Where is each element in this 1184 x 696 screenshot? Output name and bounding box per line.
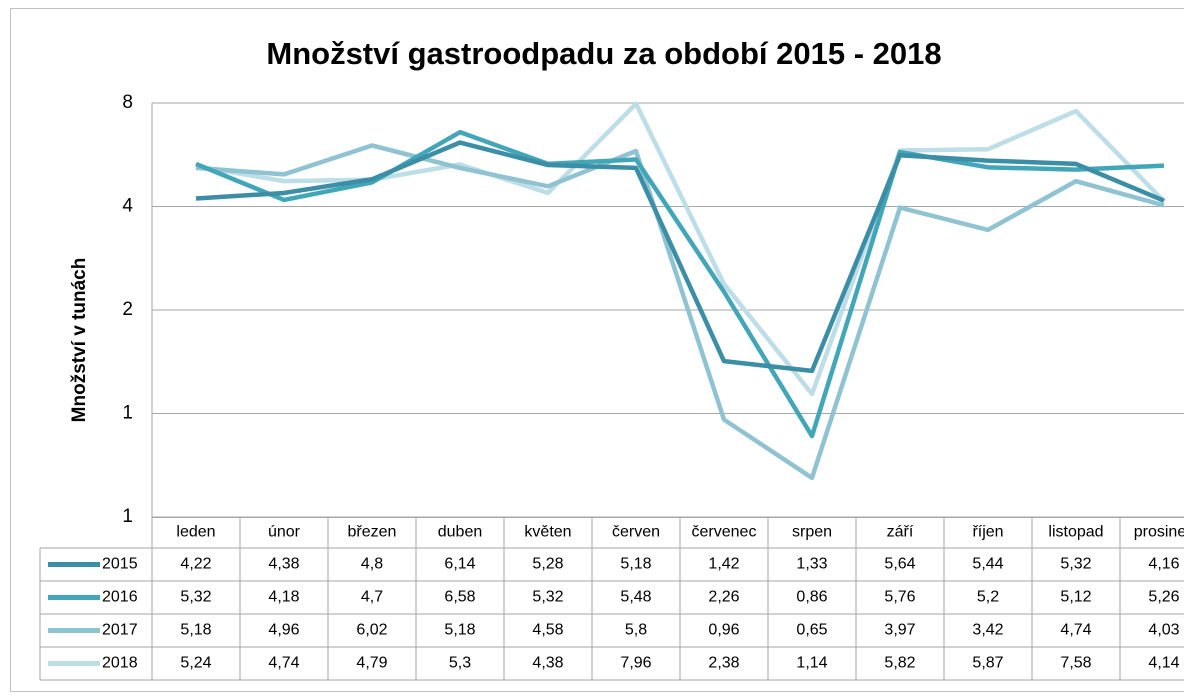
- table-value: 5,2: [977, 589, 999, 606]
- x-tick-label: listopad: [1048, 524, 1103, 541]
- table-value: 5,3: [449, 655, 471, 672]
- table-value: 1,42: [708, 556, 739, 573]
- y-tick-label: 1: [122, 403, 133, 424]
- y-tick-label: 1: [122, 506, 133, 527]
- x-tick-label: červen: [612, 524, 660, 541]
- table-value: 5,32: [532, 589, 563, 606]
- table-value: 5,48: [620, 589, 651, 606]
- table-value: 7,58: [1060, 655, 1091, 672]
- table-value: 4,8: [361, 556, 383, 573]
- table-value: 0,86: [796, 589, 827, 606]
- table-value: 6,14: [444, 556, 475, 573]
- y-tick-label: 4: [122, 196, 133, 217]
- table-value: 5,24: [180, 655, 211, 672]
- table-value: 4,18: [268, 589, 299, 606]
- table-value: 4,14: [1148, 655, 1179, 672]
- table-value: 4,79: [356, 655, 387, 672]
- x-tick-label: leden: [176, 524, 215, 541]
- table-value: 5,87: [972, 655, 1003, 672]
- table-value: 4,74: [268, 655, 299, 672]
- series-line: [195, 129, 1165, 439]
- table-value: 2,26: [708, 589, 739, 606]
- table-value: 7,96: [620, 655, 651, 672]
- legend-label: 2017: [102, 622, 138, 639]
- table-value: 6,02: [356, 622, 387, 639]
- table-value: 6,58: [444, 589, 475, 606]
- table-value: 4,38: [268, 556, 299, 573]
- table-value: 4,58: [532, 622, 563, 639]
- table-value: 2,38: [708, 655, 739, 672]
- x-tick-label: červenec: [692, 524, 757, 541]
- x-tick-label: září: [887, 524, 914, 541]
- series-line: [195, 143, 1165, 481]
- table-value: 4,7: [361, 589, 383, 606]
- y-axis-label: Množství v tunách: [69, 258, 90, 423]
- table-value: 4,03: [1148, 622, 1179, 639]
- table-value: 5,18: [620, 556, 651, 573]
- table-value: 5,82: [884, 655, 915, 672]
- table-value: 3,42: [972, 622, 1003, 639]
- x-tick-label: únor: [268, 524, 301, 541]
- table-value: 4,16: [1148, 556, 1179, 573]
- chart-title: Množství gastroodpadu za období 2015 - 2…: [266, 36, 941, 71]
- table-value: 1,33: [796, 556, 827, 573]
- x-tick-label: květen: [524, 524, 571, 541]
- legend-label: 2018: [102, 655, 138, 672]
- table-value: 5,32: [1060, 556, 1091, 573]
- table-value: 5,8: [625, 622, 647, 639]
- table-value: 4,38: [532, 655, 563, 672]
- table-value: 4,74: [1060, 622, 1091, 639]
- table-value: 5,28: [532, 556, 563, 573]
- table-value: 5,18: [180, 622, 211, 639]
- table-value: 1,14: [796, 655, 827, 672]
- x-tick-label: srpen: [792, 524, 832, 541]
- table-value: 5,44: [972, 556, 1003, 573]
- y-tick-label: 2: [122, 299, 133, 320]
- x-tick-label: duben: [438, 524, 483, 541]
- table-value: 5,76: [884, 589, 915, 606]
- x-tick-label: březen: [348, 524, 397, 541]
- legend-label: 2015: [102, 556, 138, 573]
- table-value: 5,26: [1148, 589, 1179, 606]
- table-value: 5,18: [444, 622, 475, 639]
- series-line: [195, 140, 1165, 374]
- chart-border: [10, 8, 1184, 692]
- legend-label: 2016: [102, 589, 138, 606]
- table-value: 0,65: [796, 622, 827, 639]
- table-value: 5,12: [1060, 589, 1091, 606]
- x-tick-label: prosinec: [1134, 524, 1184, 541]
- x-tick-label: říjen: [972, 524, 1003, 541]
- y-tick-label: 8: [122, 92, 133, 113]
- table-value: 5,32: [180, 589, 211, 606]
- table-value: 4,22: [180, 556, 211, 573]
- table-value: 0,96: [708, 622, 739, 639]
- table-value: 5,64: [884, 556, 915, 573]
- table-value: 3,97: [884, 622, 915, 639]
- table-value: 4,96: [268, 622, 299, 639]
